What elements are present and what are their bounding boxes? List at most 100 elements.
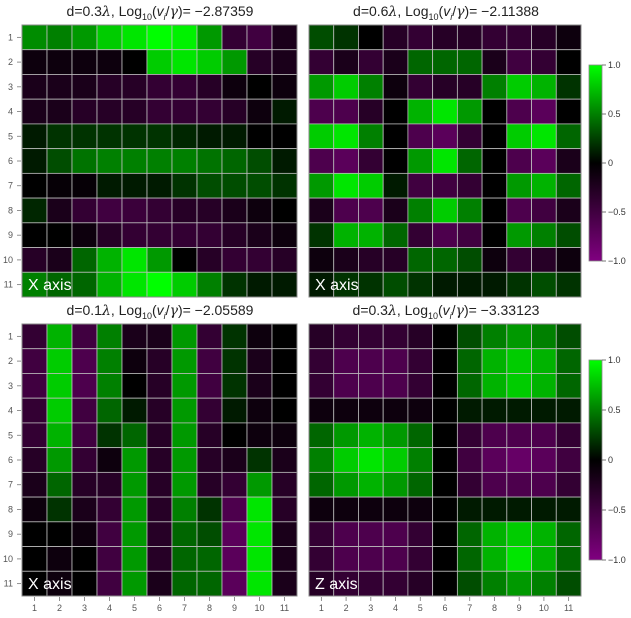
heatmap-cell <box>246 546 273 572</box>
heatmap-cell <box>506 496 532 523</box>
heatmap-cell <box>21 397 48 424</box>
heatmap-cell <box>506 49 532 75</box>
y-tick-label: 9 <box>8 230 13 240</box>
heatmap-cell <box>358 24 384 51</box>
heatmap-cell <box>308 471 335 498</box>
title-part: γ <box>170 4 179 20</box>
heatmap-cell <box>46 521 73 547</box>
heatmap-cell <box>407 148 434 174</box>
heatmap-cell <box>121 24 148 51</box>
title-part: )= −2.87359 <box>178 3 254 19</box>
heatmap-cell <box>221 373 248 399</box>
heatmap-cell <box>308 24 335 51</box>
heatmap-cell <box>246 123 273 150</box>
heatmap-cell <box>555 222 582 248</box>
heatmap-cell <box>46 98 73 125</box>
heatmap-cell <box>555 148 582 174</box>
heatmap-cell <box>456 570 483 597</box>
colorbar-tick-label: 0.5 <box>608 109 621 119</box>
heatmap-cell <box>46 123 73 150</box>
axis-annotation: Z axis <box>315 576 358 593</box>
heatmap-cell <box>271 271 298 298</box>
title-part: γ <box>170 303 179 319</box>
heatmap-cell <box>171 570 198 597</box>
heatmap-cell <box>506 397 532 424</box>
y-tick-label: 10 <box>3 554 13 564</box>
heatmap-cell <box>358 271 384 298</box>
heatmap-cell <box>308 323 335 350</box>
heatmap-cell <box>246 98 273 125</box>
heatmap-cell <box>246 348 273 374</box>
heatmap-cell <box>531 24 557 51</box>
heatmap-cell <box>71 148 98 174</box>
heatmap-cell <box>333 247 359 273</box>
heatmap-cell <box>358 247 384 273</box>
title-part: i <box>164 311 167 321</box>
heatmap-cell <box>21 172 48 199</box>
heatmap-cell <box>246 197 273 224</box>
heatmap-cell <box>121 373 148 399</box>
heatmap-cell <box>21 447 48 473</box>
heatmap-cell <box>21 123 48 150</box>
heatmap-cell <box>531 123 557 150</box>
heatmap-cell <box>96 348 123 374</box>
heatmap-cell <box>96 271 123 298</box>
heatmap-cell <box>171 74 198 100</box>
heatmap-cell <box>555 546 582 572</box>
heatmap-cell <box>308 496 335 523</box>
heatmap-cell <box>481 397 508 424</box>
heatmap-cell <box>196 397 223 424</box>
heatmap-cell <box>481 546 508 572</box>
heatmap-cell <box>246 397 273 424</box>
x-tick-label: 6 <box>442 603 447 613</box>
heatmap-cell <box>432 148 458 174</box>
heatmap-cell <box>506 271 532 298</box>
heatmap-cell <box>358 323 384 350</box>
heatmap-cell <box>246 247 273 273</box>
panel-title: d=0.1λ, Log10(vi/γ)= −2.05589 <box>67 302 254 321</box>
colorbar-tick-label: −1.0 <box>608 256 626 266</box>
title-part: 10 <box>142 12 152 22</box>
y-tick-label: 5 <box>8 131 13 141</box>
heatmap-cell <box>358 172 384 199</box>
heatmap-cell <box>456 546 483 572</box>
heatmap-cell <box>146 521 173 547</box>
heatmap-cell <box>407 74 434 100</box>
heatmap-cell <box>196 373 223 399</box>
heatmap-cell <box>531 422 557 449</box>
heatmap-cell <box>382 98 409 125</box>
heatmap-cell <box>555 471 582 498</box>
x-tick-label: 10 <box>539 603 549 613</box>
heatmap-cell <box>46 24 73 51</box>
heatmap-cell <box>271 49 298 75</box>
heatmap-cell <box>196 447 223 473</box>
heatmap-cell <box>333 24 359 51</box>
heatmap-cell <box>121 447 148 473</box>
heatmap-cell <box>71 49 98 75</box>
heatmap-cell <box>146 447 173 473</box>
heatmap-cell <box>96 447 123 473</box>
title-part: λ <box>101 303 111 319</box>
heatmap-cell <box>481 148 508 174</box>
heatmap-cell <box>432 49 458 75</box>
heatmap-cell <box>506 148 532 174</box>
heatmap-cell <box>481 323 508 350</box>
x-tick-label: 7 <box>467 603 472 613</box>
heatmap-cell <box>221 496 248 523</box>
heatmap-cell <box>46 471 73 498</box>
heatmap-cell <box>21 247 48 273</box>
title-part: ( <box>438 302 443 318</box>
heatmap-cell <box>171 397 198 424</box>
heatmap-cell <box>308 422 335 449</box>
heatmap-cell <box>246 496 273 523</box>
y-tick-label: 11 <box>4 579 13 589</box>
x-tick-label: 2 <box>344 603 349 613</box>
heatmap-cell <box>382 447 409 473</box>
heatmap-cell <box>71 471 98 498</box>
heatmap-cell <box>333 49 359 75</box>
heatmap-cell <box>71 172 98 199</box>
heatmap-cell <box>531 172 557 199</box>
heatmap-cell <box>358 348 384 374</box>
heatmap-cell <box>432 247 458 273</box>
